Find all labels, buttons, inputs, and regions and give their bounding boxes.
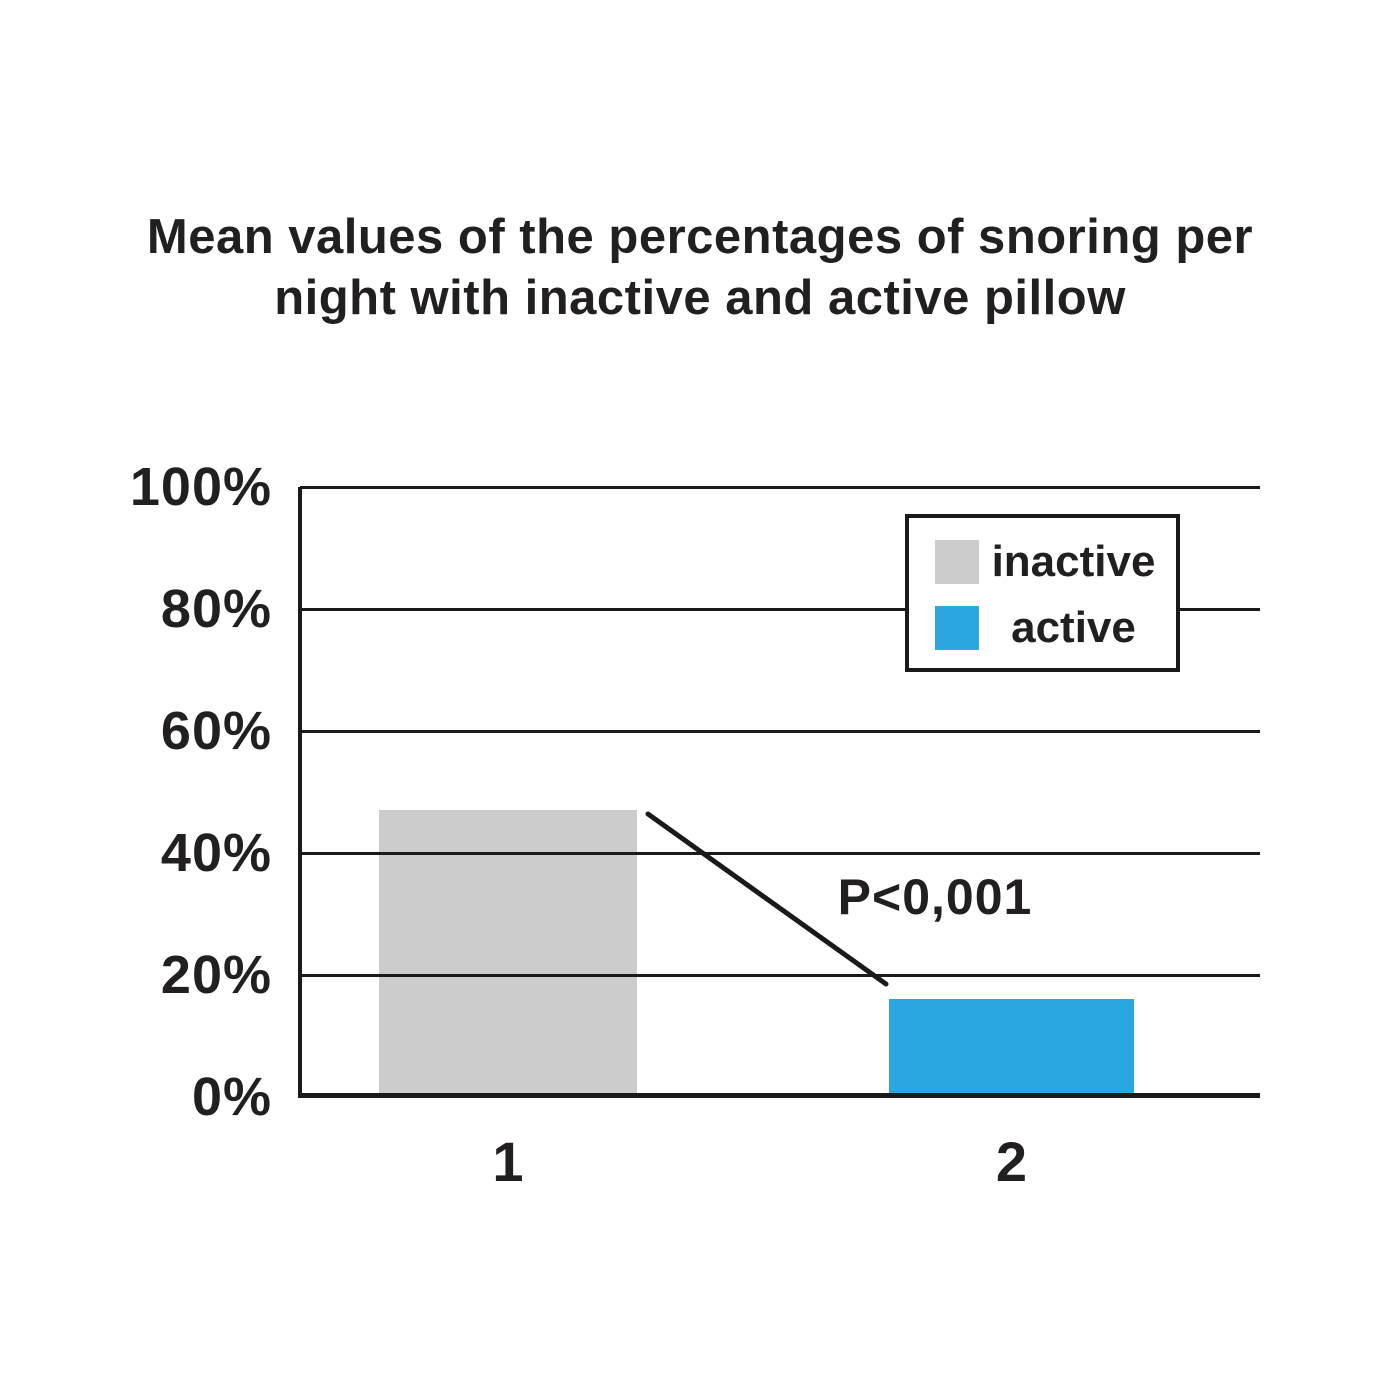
chart-title-line-2: night with inactive and active pillow (274, 271, 1126, 325)
y-tick-label-80: 80% (160, 579, 272, 639)
chart-title-line-1: Mean values of the percentages of snorin… (146, 210, 1254, 264)
y-tick-label-0: 0% (191, 1067, 272, 1127)
gridline-20pct (300, 974, 1260, 977)
y-axis-tick-labels: 100% 80% 60% 40% 20% 0% (60, 459, 272, 1125)
bar-active (889, 999, 1134, 1097)
inactive-color-swatch (935, 540, 979, 584)
y-tick-label-40: 40% (160, 823, 272, 883)
gridline-40pct (300, 852, 1260, 855)
active-color-swatch (935, 606, 979, 650)
gridline-60pct (300, 730, 1260, 733)
p-value-annotation: P<0,001 (837, 869, 1033, 925)
x-tick-label-2: 2 (995, 1130, 1028, 1193)
legend-item-inactive: inactive (935, 540, 1168, 584)
legend-label-inactive: inactive (991, 537, 1156, 586)
legend-item-active: active (935, 606, 1168, 650)
gridline-80pct (300, 608, 1260, 611)
y-axis-line (298, 487, 302, 1098)
chart-title: Mean values of the percentages of snorin… (0, 207, 1400, 329)
x-axis-tick-labels: 1 2 (300, 1128, 1260, 1198)
y-tick-label-60: 60% (160, 701, 272, 761)
gridline-100pct (300, 486, 1260, 489)
y-tick-label-20: 20% (160, 945, 272, 1005)
x-axis-baseline (300, 1093, 1260, 1098)
bar-inactive (379, 810, 637, 1097)
legend: inactive active (905, 514, 1180, 672)
legend-label-active: active (1011, 603, 1136, 652)
x-tick-label-1: 1 (492, 1130, 524, 1193)
plot-area (298, 486, 1260, 1098)
y-tick-label-100: 100% (129, 457, 272, 517)
